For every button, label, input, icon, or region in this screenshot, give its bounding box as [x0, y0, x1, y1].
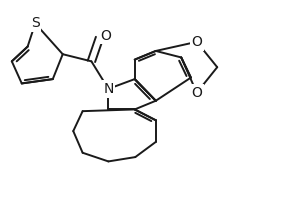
Text: N: N — [103, 82, 113, 96]
Text: O: O — [101, 29, 111, 43]
Text: O: O — [191, 35, 202, 49]
Text: O: O — [191, 86, 202, 100]
Text: S: S — [31, 16, 40, 31]
